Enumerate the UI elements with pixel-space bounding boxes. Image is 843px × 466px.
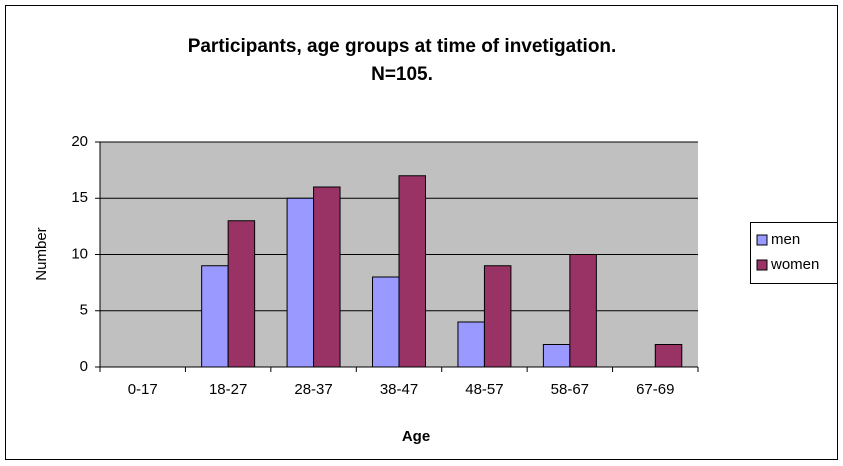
x-tick-label: 58-67 — [551, 381, 589, 398]
y-tick-label: 15 — [71, 189, 88, 206]
y-tick-label: 10 — [71, 245, 88, 262]
chart-title: Participants, age groups at time of inve… — [188, 36, 617, 57]
legend-swatch — [756, 234, 768, 246]
x-tick-label: 38-47 — [380, 381, 418, 398]
bar — [286, 197, 315, 368]
x-tick-label: 67-69 — [636, 381, 674, 398]
legend-swatch — [756, 259, 768, 271]
x-axis-title: Age — [402, 428, 430, 445]
y-tick-label: 0 — [80, 358, 88, 375]
legend-label: men — [771, 231, 800, 248]
bar — [201, 265, 229, 368]
bar — [569, 254, 597, 368]
y-tick-label: 20 — [71, 133, 88, 150]
chart-title: N=105. — [371, 64, 433, 85]
bar — [372, 276, 400, 368]
legend-box — [750, 222, 838, 284]
x-tick-label: 0-17 — [128, 381, 158, 398]
x-tick-label: 28-37 — [294, 381, 332, 398]
legend-label: women — [770, 256, 819, 273]
bar — [398, 175, 426, 368]
y-axis-title: Number — [33, 227, 50, 280]
bar — [227, 220, 256, 368]
bar — [483, 265, 512, 368]
bar — [654, 344, 683, 368]
bar — [542, 344, 571, 368]
legend — [750, 222, 838, 284]
x-tick-label: 18-27 — [209, 381, 247, 398]
bar — [457, 321, 485, 368]
y-tick-label: 5 — [80, 302, 88, 319]
x-tick-label: 48-57 — [465, 381, 503, 398]
bar — [313, 186, 341, 368]
